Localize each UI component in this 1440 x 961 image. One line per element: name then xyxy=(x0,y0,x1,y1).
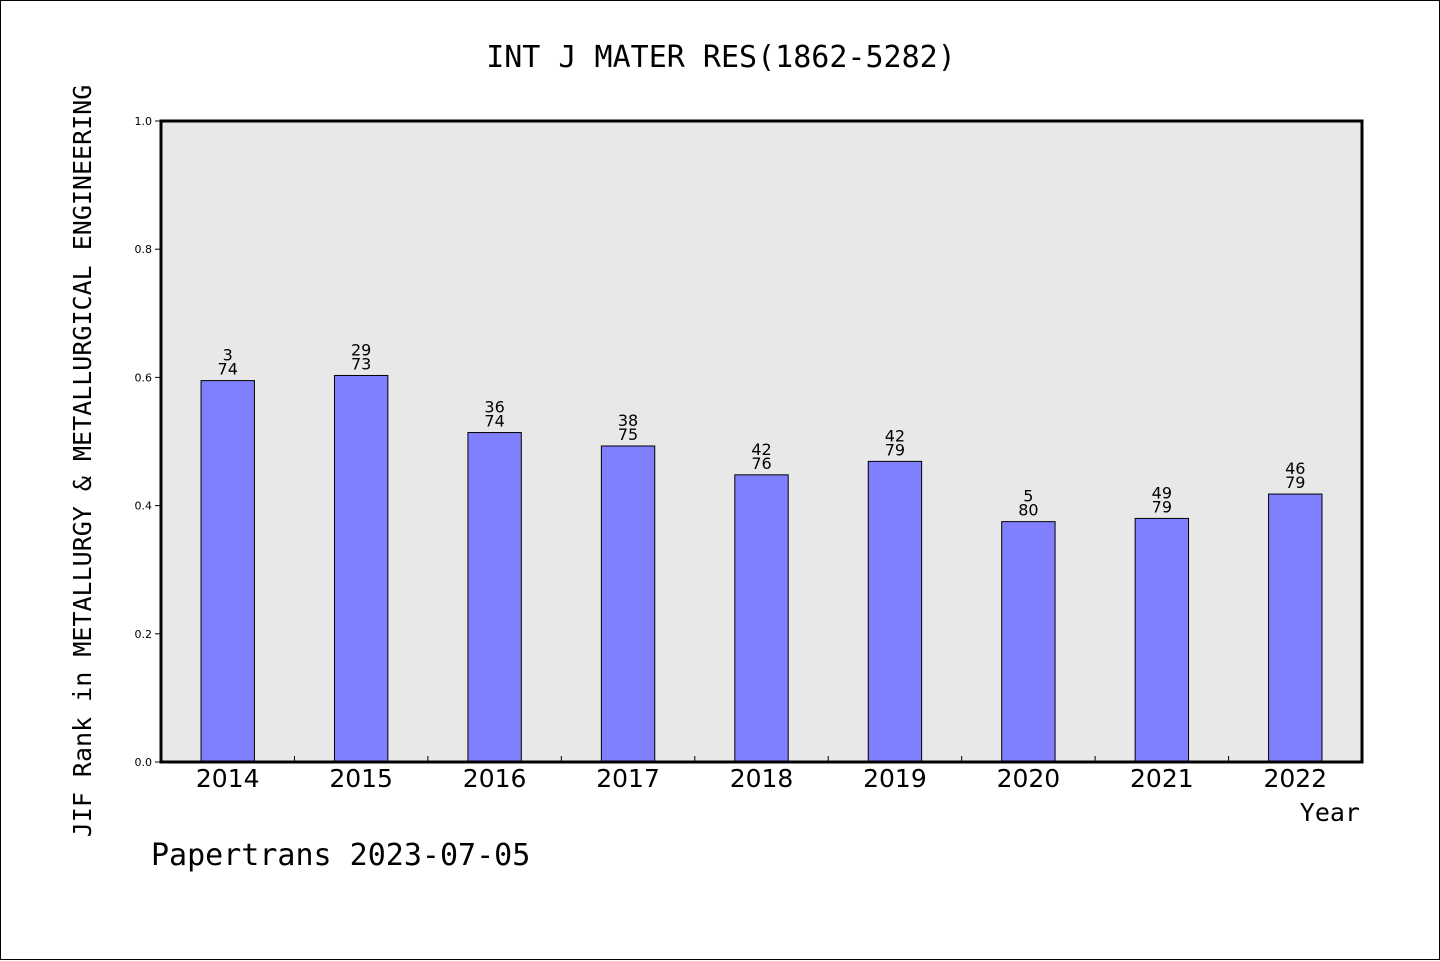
bar-2014 xyxy=(200,380,255,763)
footer-credit: Papertrans 2023-07-05 xyxy=(151,838,530,873)
rank-label-top: 3 xyxy=(223,346,233,365)
rank-label-top: 38 xyxy=(618,411,638,430)
chart-title: INT J MATER RES(1862-5282) xyxy=(486,40,956,75)
x-tick-label: 2020 xyxy=(997,764,1061,793)
bar-2015 xyxy=(333,374,389,763)
bar-2017 xyxy=(600,445,656,763)
rank-label-bottom: 79 xyxy=(1152,497,1172,516)
rank-label-top: 29 xyxy=(351,340,371,359)
y-axis-label: JIF Rank in METALLURGY & METALLURGICAL E… xyxy=(68,85,97,838)
x-tick-label: 2015 xyxy=(329,764,393,793)
y-tick-label: 0.8 xyxy=(135,243,153,256)
rank-label-bottom: 76 xyxy=(751,454,771,473)
rank-label-bottom: 79 xyxy=(1285,473,1305,492)
x-tick-label: 2022 xyxy=(1263,764,1327,793)
y-tick-label: 0.2 xyxy=(135,628,153,641)
x-tick-label: 2017 xyxy=(596,764,660,793)
y-tick-label: 0.0 xyxy=(135,756,153,769)
y-axis-ticks: 0.0 0.2 0.4 0.6 0.8 1.0 xyxy=(135,115,161,769)
rank-label-top: 36 xyxy=(484,398,504,417)
y-tick-label: 0.6 xyxy=(135,371,153,384)
x-tick-label: 2016 xyxy=(463,764,527,793)
rank-label-top: 42 xyxy=(751,440,771,459)
bar-2022 xyxy=(1268,493,1323,763)
rank-label-top: 49 xyxy=(1152,483,1172,502)
y-tick-label: 0.4 xyxy=(135,500,153,513)
x-tick-label: 2014 xyxy=(196,764,260,793)
rank-label-bottom: 74 xyxy=(484,412,504,431)
x-axis-label: Year xyxy=(1300,798,1360,827)
x-axis-ticks: 2014 2015 2016 2017 2018 2019 2020 2021 2022 xyxy=(196,756,1327,793)
bars-group xyxy=(200,374,1323,763)
rank-label-bottom: 80 xyxy=(1018,501,1038,520)
y-tick-label: 1.0 xyxy=(135,115,153,128)
bar-2018 xyxy=(734,474,789,763)
rank-label-bottom: 74 xyxy=(218,360,238,379)
bar-2019 xyxy=(867,460,923,763)
bar-2016 xyxy=(467,432,522,763)
x-tick-label: 2018 xyxy=(730,764,794,793)
plot-border xyxy=(159,119,1364,764)
bar-2021 xyxy=(1134,517,1190,763)
rank-label-top: 5 xyxy=(1023,487,1033,506)
rank-label-bottom: 75 xyxy=(618,425,638,444)
rank-label-top: 46 xyxy=(1285,459,1305,478)
rank-label-top: 42 xyxy=(885,426,905,445)
x-tick-label: 2021 xyxy=(1130,764,1194,793)
x-tick-label: 2019 xyxy=(863,764,927,793)
rank-label-bottom: 73 xyxy=(351,354,371,373)
bar-2020 xyxy=(1001,521,1056,763)
rank-label-bottom: 79 xyxy=(885,440,905,459)
